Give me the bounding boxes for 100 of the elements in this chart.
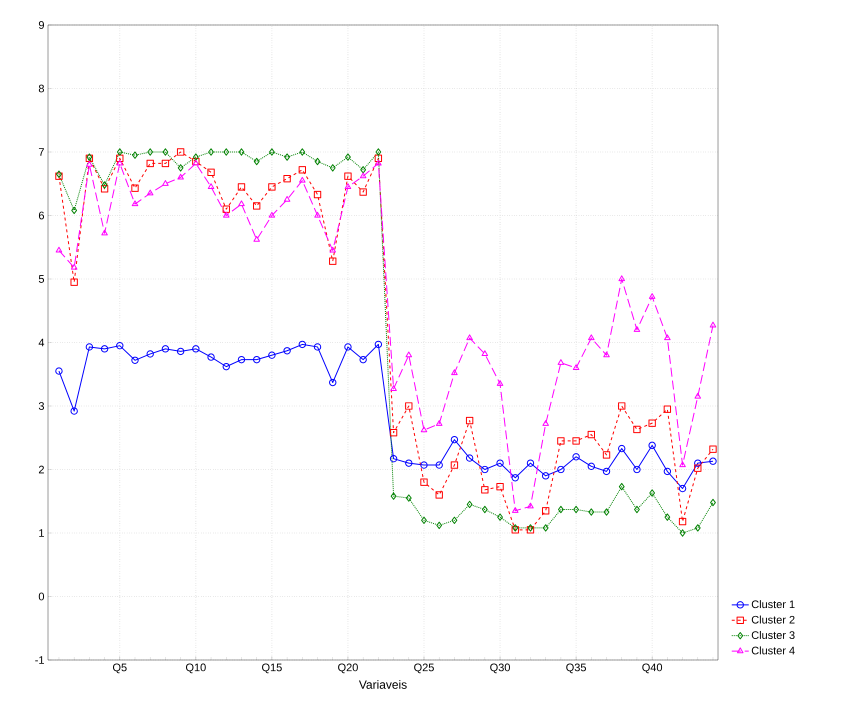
y-tick-label: 2 bbox=[38, 466, 44, 474]
point bbox=[709, 458, 717, 465]
point bbox=[162, 160, 170, 168]
point bbox=[602, 451, 610, 459]
point bbox=[618, 275, 625, 282]
point bbox=[70, 264, 78, 270]
point bbox=[329, 258, 336, 265]
point bbox=[207, 168, 215, 176]
point bbox=[283, 347, 291, 354]
point bbox=[314, 158, 320, 166]
point bbox=[542, 420, 549, 426]
point bbox=[542, 472, 550, 480]
point bbox=[405, 402, 412, 410]
point bbox=[694, 459, 702, 467]
point bbox=[176, 348, 184, 356]
point bbox=[208, 183, 214, 190]
point bbox=[390, 428, 398, 436]
point bbox=[664, 334, 671, 340]
point bbox=[177, 174, 184, 180]
point bbox=[450, 461, 458, 469]
point bbox=[314, 212, 321, 218]
y-tick-label: 3 bbox=[38, 402, 44, 410]
point bbox=[329, 378, 336, 386]
point bbox=[572, 453, 580, 460]
point bbox=[604, 508, 610, 516]
point bbox=[252, 202, 260, 210]
point bbox=[374, 154, 382, 162]
x-tick-label: Q20 bbox=[338, 664, 358, 674]
point bbox=[542, 524, 549, 532]
y-tick-label: 6 bbox=[38, 212, 44, 220]
y-tick-label: 1 bbox=[39, 529, 44, 537]
point bbox=[146, 190, 154, 196]
point bbox=[390, 385, 397, 391]
x-tick-label: Q5 bbox=[113, 664, 127, 674]
point bbox=[146, 160, 154, 168]
point bbox=[375, 160, 382, 166]
point bbox=[496, 482, 504, 490]
point bbox=[208, 148, 214, 156]
point bbox=[406, 494, 412, 502]
x-tick-label: Q25 bbox=[414, 664, 434, 674]
point bbox=[102, 181, 108, 189]
point bbox=[450, 436, 458, 444]
point bbox=[421, 516, 427, 524]
point bbox=[238, 183, 246, 191]
point bbox=[132, 151, 138, 159]
point bbox=[222, 362, 230, 370]
point bbox=[694, 524, 701, 532]
point bbox=[679, 461, 686, 468]
point bbox=[116, 148, 123, 156]
point bbox=[360, 166, 366, 174]
point bbox=[100, 345, 108, 353]
point bbox=[116, 160, 124, 166]
point bbox=[70, 407, 78, 415]
point bbox=[634, 506, 640, 514]
legend-label: Cluster 3 bbox=[752, 630, 795, 640]
point bbox=[131, 356, 139, 364]
point bbox=[649, 489, 656, 497]
point bbox=[557, 437, 565, 445]
point bbox=[482, 350, 488, 356]
point bbox=[709, 445, 717, 453]
point bbox=[192, 345, 200, 353]
point bbox=[588, 334, 595, 340]
point bbox=[238, 200, 245, 206]
point bbox=[344, 343, 352, 351]
point bbox=[603, 352, 610, 358]
y-tick-label: -1 bbox=[35, 656, 44, 664]
point bbox=[466, 454, 474, 462]
point bbox=[497, 513, 503, 521]
point bbox=[512, 507, 519, 513]
point bbox=[496, 380, 504, 386]
point bbox=[390, 492, 396, 500]
point bbox=[572, 364, 580, 370]
point bbox=[420, 426, 428, 432]
point bbox=[466, 416, 474, 424]
point bbox=[284, 196, 290, 202]
point bbox=[557, 466, 565, 474]
point bbox=[223, 212, 230, 218]
point bbox=[360, 172, 366, 178]
point bbox=[178, 164, 184, 172]
point bbox=[618, 444, 626, 452]
point bbox=[192, 153, 199, 161]
point bbox=[329, 246, 336, 253]
x-tick-label: Q30 bbox=[490, 664, 510, 674]
point bbox=[283, 174, 291, 182]
point bbox=[238, 148, 244, 156]
point bbox=[678, 484, 686, 492]
point bbox=[101, 230, 108, 236]
point bbox=[116, 342, 124, 350]
point bbox=[344, 172, 352, 180]
point bbox=[633, 466, 641, 474]
point bbox=[664, 513, 670, 521]
y-tick-label: 5 bbox=[38, 275, 44, 283]
point bbox=[298, 166, 306, 174]
point bbox=[527, 502, 534, 508]
point bbox=[254, 158, 260, 166]
point bbox=[223, 148, 230, 156]
point bbox=[330, 164, 336, 172]
point bbox=[268, 212, 276, 218]
point bbox=[618, 482, 625, 490]
point bbox=[588, 462, 595, 470]
